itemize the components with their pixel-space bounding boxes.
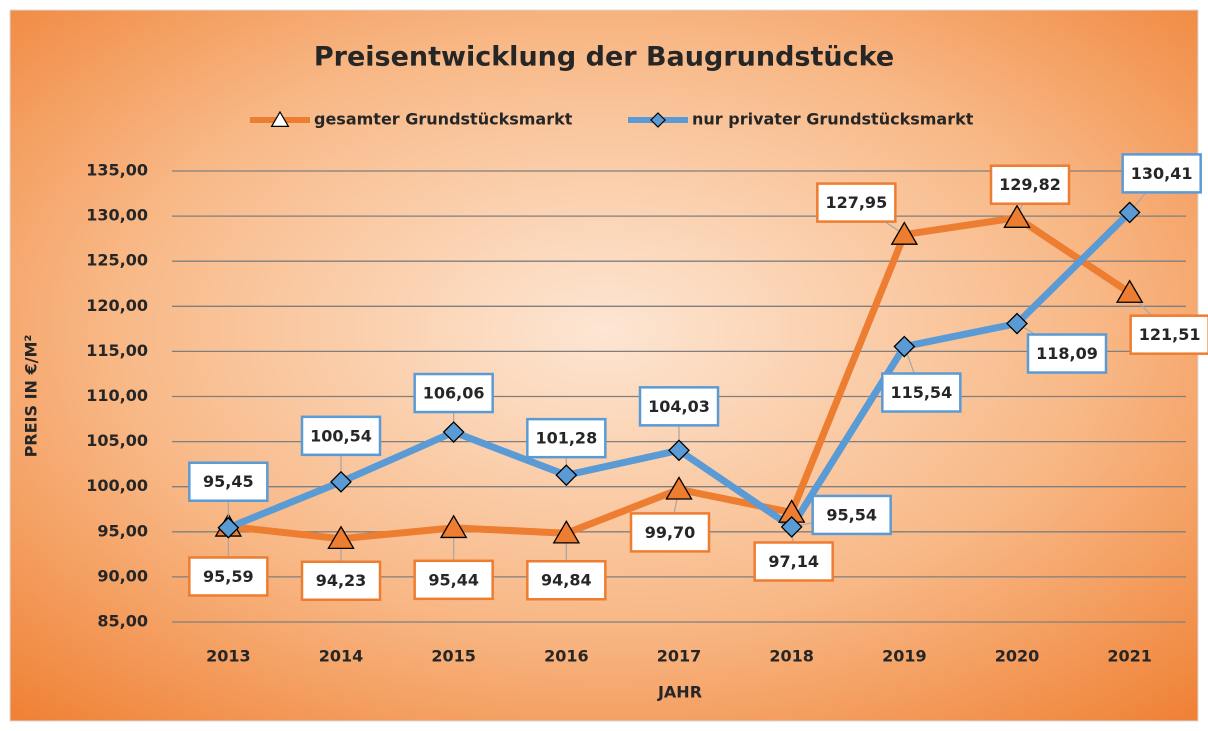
value-label-box xyxy=(881,372,962,413)
value-label: 94,84 xyxy=(541,571,592,590)
x-tick-label: 2019 xyxy=(882,647,927,666)
marker xyxy=(1003,204,1031,228)
value-label: 95,59 xyxy=(203,567,254,586)
value-label: 121,51 xyxy=(1139,325,1201,344)
value-label-box xyxy=(989,164,1071,205)
value-label-box xyxy=(811,494,892,536)
y-tick-label: 120,00 xyxy=(86,296,148,315)
value-label-box xyxy=(413,559,494,601)
marker xyxy=(668,439,690,462)
value-label: 106,06 xyxy=(423,384,485,403)
value-label-box xyxy=(300,415,382,457)
value-label: 101,28 xyxy=(535,429,597,448)
value-label: 95,54 xyxy=(826,505,877,524)
value-label: 100,54 xyxy=(310,426,372,445)
value-label: 97,14 xyxy=(768,552,819,571)
value-label-box xyxy=(300,560,382,601)
marker xyxy=(890,221,919,245)
value-label: 130,41 xyxy=(1131,164,1193,183)
y-tick-label: 100,00 xyxy=(86,476,148,495)
x-tick-label: 2017 xyxy=(657,647,702,666)
marker xyxy=(439,514,468,539)
y-tick-label: 125,00 xyxy=(86,251,148,270)
value-label-box xyxy=(188,556,269,597)
value-label: 99,70 xyxy=(645,523,696,542)
legend-marker xyxy=(270,110,290,127)
y-tick-label: 130,00 xyxy=(86,206,148,225)
x-tick-label: 2013 xyxy=(206,647,251,666)
marker xyxy=(217,516,240,539)
x-tick-label: 2018 xyxy=(769,647,814,666)
value-label: 104,03 xyxy=(648,397,710,416)
x-tick-label: 2020 xyxy=(995,647,1040,666)
marker xyxy=(1006,312,1028,335)
marker xyxy=(552,519,581,544)
x-tick-label: 2015 xyxy=(431,647,476,666)
value-label: 129,82 xyxy=(999,175,1061,194)
legend: gesamter Grundstücksmarkt nur privater Gr… xyxy=(250,110,974,129)
marker xyxy=(442,421,465,443)
marker xyxy=(780,516,803,538)
x-axis-label: JAHR xyxy=(657,683,702,702)
marker xyxy=(327,525,355,549)
y-tick-label: 135,00 xyxy=(86,161,148,180)
marker xyxy=(893,335,916,358)
marker xyxy=(1115,279,1144,303)
legend-label: gesamter Grundstücksmarkt xyxy=(314,110,573,129)
value-label: 115,54 xyxy=(890,383,952,402)
y-tick-label: 105,00 xyxy=(86,431,148,450)
y-tick-label: 115,00 xyxy=(86,341,148,360)
y-tick-label: 110,00 xyxy=(86,386,148,405)
marker xyxy=(330,470,352,493)
marker xyxy=(1118,201,1141,224)
legend-marker xyxy=(650,112,666,128)
x-tick-label: 2021 xyxy=(1107,647,1152,666)
y-tick-label: 95,00 xyxy=(97,521,148,540)
value-label: 95,44 xyxy=(428,570,479,589)
value-label-box xyxy=(413,372,494,414)
value-label-box xyxy=(753,541,834,582)
value-label-box xyxy=(1129,314,1208,355)
value-label: 95,45 xyxy=(203,472,254,491)
x-tick-label: 2014 xyxy=(319,647,364,666)
y-tick-label: 90,00 xyxy=(97,566,148,585)
value-label-box xyxy=(188,461,269,502)
value-label: 127,95 xyxy=(825,193,887,212)
value-label-box xyxy=(1121,153,1202,194)
plot: 95,59 94,23 95,44 94,84 99,70 97,14 127,95 129,… xyxy=(188,153,1208,601)
chart-background xyxy=(9,9,1199,722)
value-label-box xyxy=(526,417,607,459)
marker xyxy=(665,476,693,500)
value-label: 118,09 xyxy=(1036,344,1098,363)
marker xyxy=(555,464,578,487)
value-label-box xyxy=(816,182,897,223)
value-label-box xyxy=(1026,333,1108,374)
value-label-box xyxy=(629,512,711,553)
value-label: 94,23 xyxy=(316,571,367,590)
y-axis-label: PREIS IN €/M² xyxy=(22,335,41,458)
value-label-box xyxy=(638,386,720,427)
chart-title: Preisentwicklung der Baugrundstücke xyxy=(314,42,894,73)
x-tick-label: 2016 xyxy=(544,647,589,666)
legend-label: nur privater Grundstücksmarkt xyxy=(692,110,974,129)
y-tick-label: 85,00 xyxy=(97,612,148,631)
value-label-box xyxy=(526,559,607,601)
